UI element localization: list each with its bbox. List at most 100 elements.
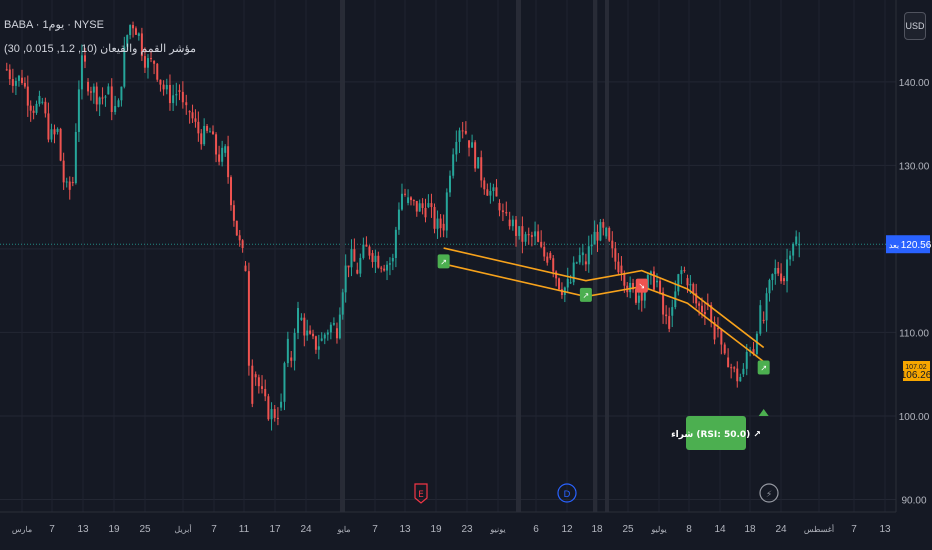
candle-body bbox=[329, 324, 332, 333]
candle-body bbox=[191, 112, 194, 119]
candle-body bbox=[241, 240, 244, 248]
candle-body bbox=[671, 307, 674, 316]
candle-body bbox=[483, 180, 486, 190]
candle-body bbox=[442, 223, 445, 231]
candle-body bbox=[92, 86, 95, 93]
candle-body bbox=[566, 278, 569, 288]
candle-body bbox=[418, 203, 421, 212]
candle-body bbox=[5, 69, 8, 71]
candle-body bbox=[326, 332, 329, 335]
candle-body bbox=[143, 56, 146, 68]
candle-body bbox=[759, 305, 762, 334]
time-tick-label: 8 bbox=[686, 524, 692, 535]
candle-body bbox=[303, 317, 306, 336]
indicator-title: مؤشر القمم والقيعان (10, 1.2, 0.015, 30) bbox=[4, 43, 197, 55]
candle-body bbox=[448, 175, 451, 193]
candle-body bbox=[599, 222, 602, 241]
candle-body bbox=[208, 131, 211, 133]
candle-body bbox=[774, 267, 777, 275]
split-icon[interactable] bbox=[759, 483, 779, 503]
candle-body bbox=[686, 278, 689, 286]
candle-body bbox=[575, 262, 578, 264]
candle-body bbox=[172, 95, 175, 104]
candle-body bbox=[436, 218, 439, 229]
candle-body bbox=[665, 314, 668, 317]
candle-body bbox=[153, 60, 156, 64]
candle-body bbox=[137, 33, 140, 36]
candle-body bbox=[713, 322, 716, 340]
currency-button[interactable]: USD bbox=[904, 12, 926, 40]
candle-body bbox=[41, 101, 44, 103]
candle-body bbox=[477, 157, 480, 169]
candle-body bbox=[468, 140, 471, 148]
signal-arrow-icon: ↗ bbox=[440, 257, 447, 266]
signal-sell-marker[interactable] bbox=[635, 278, 648, 293]
candle-body bbox=[290, 357, 293, 361]
candle-body bbox=[421, 203, 424, 208]
candle-body bbox=[21, 77, 23, 83]
candle-body bbox=[123, 46, 126, 87]
candle-body bbox=[768, 280, 771, 294]
candle-body bbox=[400, 193, 403, 210]
signal-buy-marker[interactable] bbox=[757, 360, 770, 375]
candle-body bbox=[771, 274, 774, 281]
time-tick-label: أبريل bbox=[174, 523, 191, 534]
candle-body bbox=[623, 272, 626, 286]
candle-body bbox=[159, 79, 162, 85]
time-tick-label: 7 bbox=[211, 524, 217, 535]
time-tick-label: 11 bbox=[239, 524, 250, 535]
candle-body bbox=[723, 344, 726, 354]
candle-body bbox=[409, 197, 412, 201]
candle-body bbox=[83, 55, 86, 62]
candle-body bbox=[524, 234, 527, 242]
candle-body bbox=[320, 338, 323, 341]
candle-body bbox=[251, 365, 254, 404]
event-markers[interactable]: E D ⚡ bbox=[414, 483, 779, 504]
candle-body bbox=[156, 63, 159, 80]
candle-body bbox=[297, 308, 300, 333]
candle-body bbox=[643, 288, 646, 301]
candle-body bbox=[95, 86, 98, 105]
price-tick-label: 100.00 bbox=[899, 412, 930, 423]
candle-body bbox=[720, 328, 723, 345]
signal-markers[interactable]: ↗ ↗ ↘ ↗ شراء (RSI: 50.0) ↗ bbox=[437, 254, 770, 450]
candle-body bbox=[471, 142, 474, 148]
candle-body bbox=[700, 305, 703, 312]
candle-body bbox=[617, 261, 620, 273]
chart-title: BABA · 1يوم · NYSE bbox=[4, 19, 104, 31]
candle-body bbox=[430, 203, 433, 208]
signal-buy-marker[interactable] bbox=[579, 287, 592, 302]
candle-body bbox=[77, 89, 80, 132]
session-break bbox=[340, 0, 345, 512]
event-label: E bbox=[418, 490, 424, 500]
candle-body bbox=[727, 357, 730, 368]
candle-body bbox=[569, 282, 572, 284]
signal-tooltip[interactable] bbox=[686, 416, 746, 450]
candle-body bbox=[50, 129, 53, 140]
candles bbox=[5, 21, 801, 431]
candle-body bbox=[427, 203, 430, 208]
candle-body bbox=[344, 265, 347, 293]
candle-body bbox=[335, 328, 338, 339]
dividend-icon[interactable] bbox=[557, 483, 577, 503]
candle-body bbox=[29, 105, 32, 111]
candle-body bbox=[74, 131, 77, 184]
candle-body bbox=[391, 257, 394, 262]
candle-body bbox=[662, 292, 665, 315]
candle-body bbox=[59, 128, 62, 161]
candle-body bbox=[232, 205, 235, 221]
candle-body bbox=[110, 86, 113, 112]
candle-body bbox=[546, 256, 549, 263]
candle-body bbox=[549, 253, 552, 259]
signal-buy-marker[interactable] bbox=[437, 254, 450, 269]
candle-body bbox=[264, 388, 267, 397]
candle-body bbox=[652, 271, 655, 290]
candle-body bbox=[23, 82, 26, 87]
candle-body bbox=[394, 229, 397, 258]
time-tick-label: 23 bbox=[461, 524, 473, 535]
signal-arrow-icon: ↗ bbox=[583, 291, 590, 300]
time-tick-label: 25 bbox=[139, 524, 151, 535]
earnings-icon[interactable] bbox=[414, 483, 428, 504]
candle-body bbox=[527, 234, 530, 236]
